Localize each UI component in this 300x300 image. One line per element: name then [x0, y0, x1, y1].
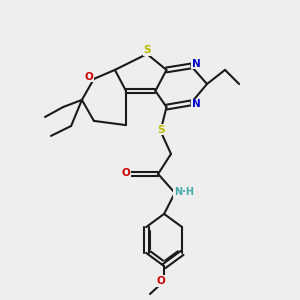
Text: S: S [157, 124, 164, 135]
Text: N: N [192, 58, 201, 69]
Text: N: N [192, 99, 201, 110]
Text: O: O [156, 276, 165, 286]
Text: O: O [121, 167, 130, 178]
Text: N·H: N·H [174, 187, 194, 197]
Text: S: S [143, 45, 151, 55]
Text: O: O [84, 71, 93, 82]
